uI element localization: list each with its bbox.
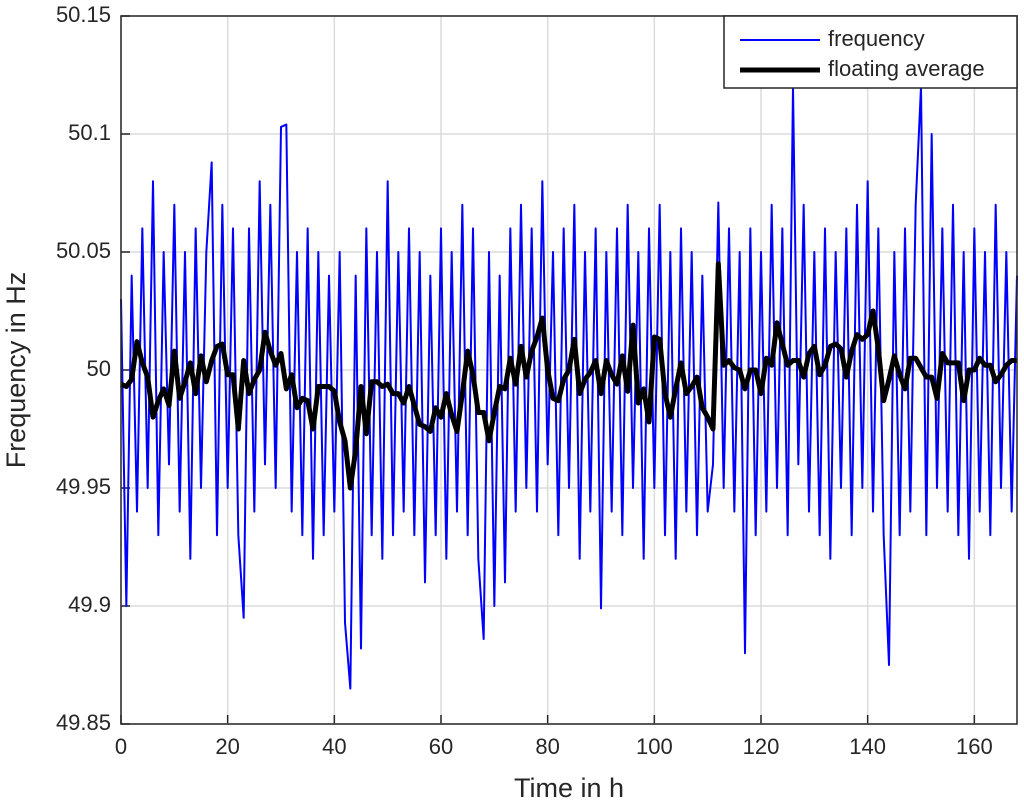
y-axis-title: Frequency in Hz xyxy=(1,272,31,469)
series-line xyxy=(119,261,1017,491)
series-line xyxy=(120,85,1018,690)
y-tick-label: 50.05 xyxy=(56,238,111,263)
y-tick-label: 50.15 xyxy=(56,2,111,27)
legend-box xyxy=(723,15,1018,89)
x-tick-label: 120 xyxy=(743,734,780,759)
x-tick-label: 80 xyxy=(535,734,559,759)
legend-label: floating average xyxy=(828,56,985,81)
plot-frame xyxy=(120,15,1018,725)
legend-label: frequency xyxy=(828,26,925,51)
y-tick-label: 50.1 xyxy=(68,120,111,145)
x-tick-label: 20 xyxy=(215,734,239,759)
y-tick-label: 49.85 xyxy=(56,710,111,735)
x-tick-label: 160 xyxy=(956,734,993,759)
x-tick-label: 0 xyxy=(115,734,127,759)
x-tick-label: 140 xyxy=(849,734,886,759)
y-tick-label: 49.9 xyxy=(68,592,111,617)
x-tick-label: 40 xyxy=(322,734,346,759)
y-tick-label: 49.95 xyxy=(56,474,111,499)
x-tick-label: 100 xyxy=(636,734,673,759)
x-tick-label: 60 xyxy=(429,734,453,759)
y-tick-label: 50 xyxy=(87,356,111,381)
x-axis-title: Time in h xyxy=(514,773,624,803)
